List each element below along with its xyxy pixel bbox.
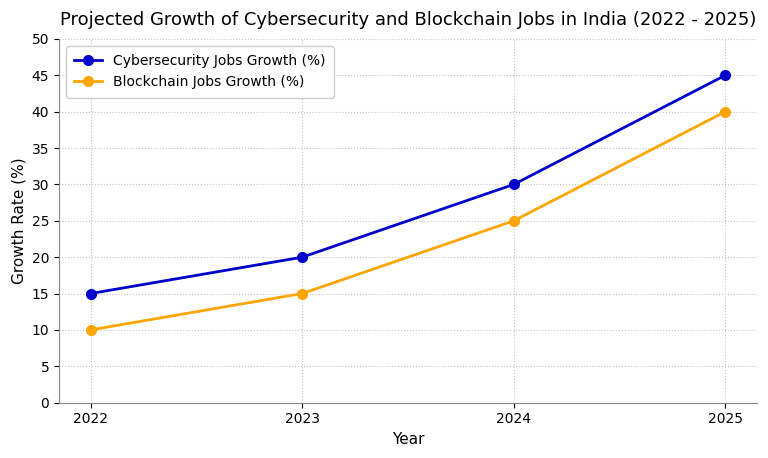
Cybersecurity Jobs Growth (%) xyxy=(298,254,307,260)
Title: Projected Growth of Cybersecurity and Blockchain Jobs in India (2022 - 2025): Projected Growth of Cybersecurity and Bl… xyxy=(60,11,756,29)
Y-axis label: Growth Rate (%): Growth Rate (%) xyxy=(11,158,26,284)
X-axis label: Year: Year xyxy=(392,432,424,447)
Blockchain Jobs Growth (%) xyxy=(720,109,730,114)
Legend: Cybersecurity Jobs Growth (%), Blockchain Jobs Growth (%): Cybersecurity Jobs Growth (%), Blockchai… xyxy=(66,46,334,98)
Cybersecurity Jobs Growth (%) xyxy=(720,73,730,78)
Line: Blockchain Jobs Growth (%): Blockchain Jobs Growth (%) xyxy=(86,107,730,335)
Cybersecurity Jobs Growth (%) xyxy=(86,291,95,296)
Blockchain Jobs Growth (%) xyxy=(298,291,307,296)
Blockchain Jobs Growth (%) xyxy=(509,218,518,224)
Cybersecurity Jobs Growth (%) xyxy=(509,182,518,187)
Blockchain Jobs Growth (%) xyxy=(86,327,95,333)
Line: Cybersecurity Jobs Growth (%): Cybersecurity Jobs Growth (%) xyxy=(86,71,730,299)
